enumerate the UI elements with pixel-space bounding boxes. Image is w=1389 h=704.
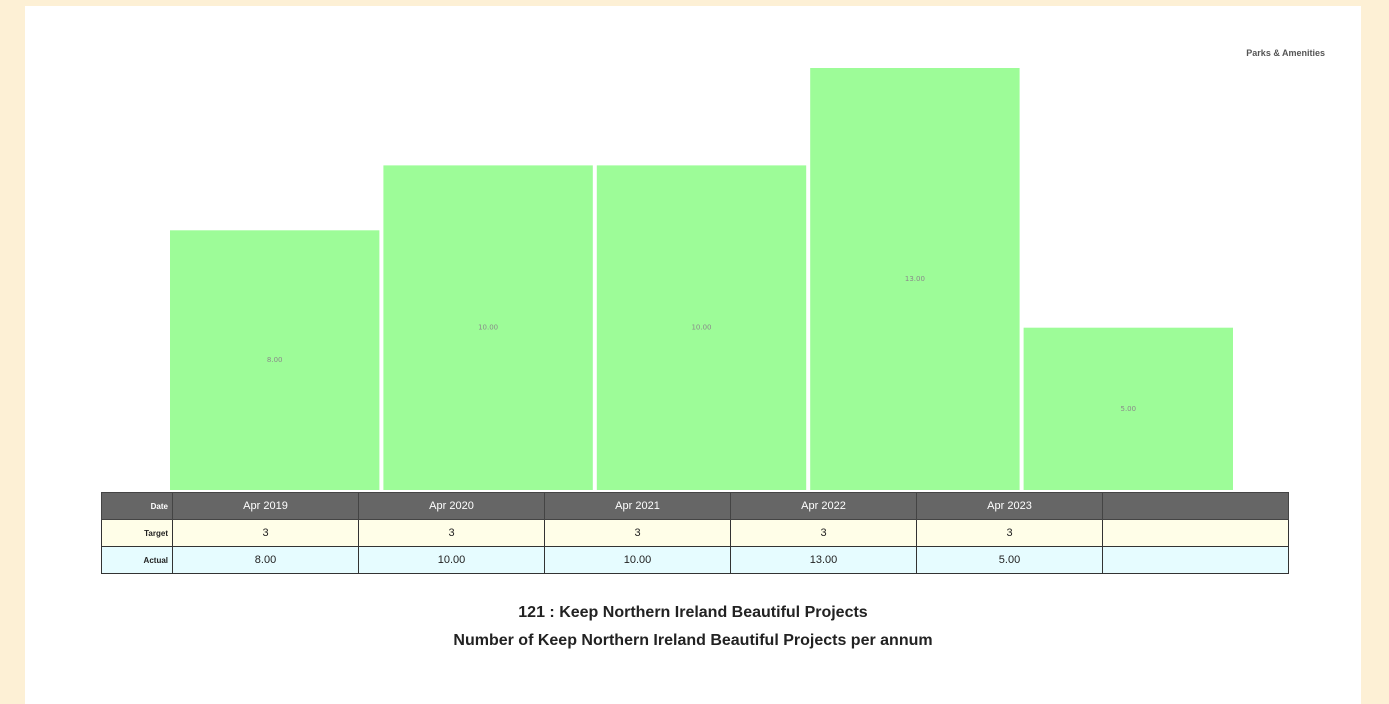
actual-cell: 10.00 xyxy=(544,546,731,574)
chart-subtitle: Number of Keep Northern Ireland Beautifu… xyxy=(453,632,933,649)
date-cell: Apr 2023 xyxy=(916,492,1103,520)
empty-cell xyxy=(1102,519,1289,547)
bar xyxy=(810,68,1020,490)
bar-value-label: 8.00 xyxy=(267,356,283,364)
actual-cell: 8.00 xyxy=(172,546,359,574)
actual-cell: 5.00 xyxy=(916,546,1103,574)
date-cell: Apr 2022 xyxy=(730,492,917,520)
bar-value-label: 5.00 xyxy=(1121,405,1137,413)
date-header: Date xyxy=(101,492,173,520)
target-row: Target 3 3 3 3 3 xyxy=(101,519,1289,547)
target-cell: 3 xyxy=(544,519,731,547)
chart-title: 121 : Keep Northern Ireland Beautiful Pr… xyxy=(518,604,868,621)
date-cell: Apr 2021 xyxy=(544,492,731,520)
actual-row: Actual 8.00 10.00 10.00 13.00 5.00 xyxy=(101,546,1289,574)
bar xyxy=(1023,327,1233,490)
target-header: Target xyxy=(101,519,173,547)
actual-header: Actual xyxy=(101,546,173,574)
bar xyxy=(596,165,807,490)
bar-value-label: 10.00 xyxy=(691,324,711,332)
date-cell: Apr 2019 xyxy=(172,492,359,520)
actual-cell: 10.00 xyxy=(358,546,545,574)
bar xyxy=(383,165,593,490)
target-cell: 3 xyxy=(358,519,545,547)
data-table: Date Apr 2019 Apr 2020 Apr 2021 Apr 2022… xyxy=(101,492,1289,574)
date-cell: Apr 2020 xyxy=(358,492,545,520)
empty-cell xyxy=(1102,492,1289,520)
target-cell: 3 xyxy=(730,519,917,547)
bar-value-label: 13.00 xyxy=(905,275,925,283)
bar-value-label: 10.00 xyxy=(478,324,498,332)
date-row: Date Apr 2019 Apr 2020 Apr 2021 Apr 2022… xyxy=(101,492,1289,520)
actual-cell: 13.00 xyxy=(730,546,917,574)
target-cell: 3 xyxy=(172,519,359,547)
empty-cell xyxy=(1102,546,1289,574)
target-cell: 3 xyxy=(916,519,1103,547)
department-label: Parks & Amenities xyxy=(1246,48,1325,58)
bar-chart: 8.00 10.00 10.00 13.00 5.00 xyxy=(170,68,1233,491)
report-page: Parks & Amenities 8.00 10.00 10.00 13.00 5.0… xyxy=(25,6,1361,704)
bar xyxy=(170,230,380,491)
